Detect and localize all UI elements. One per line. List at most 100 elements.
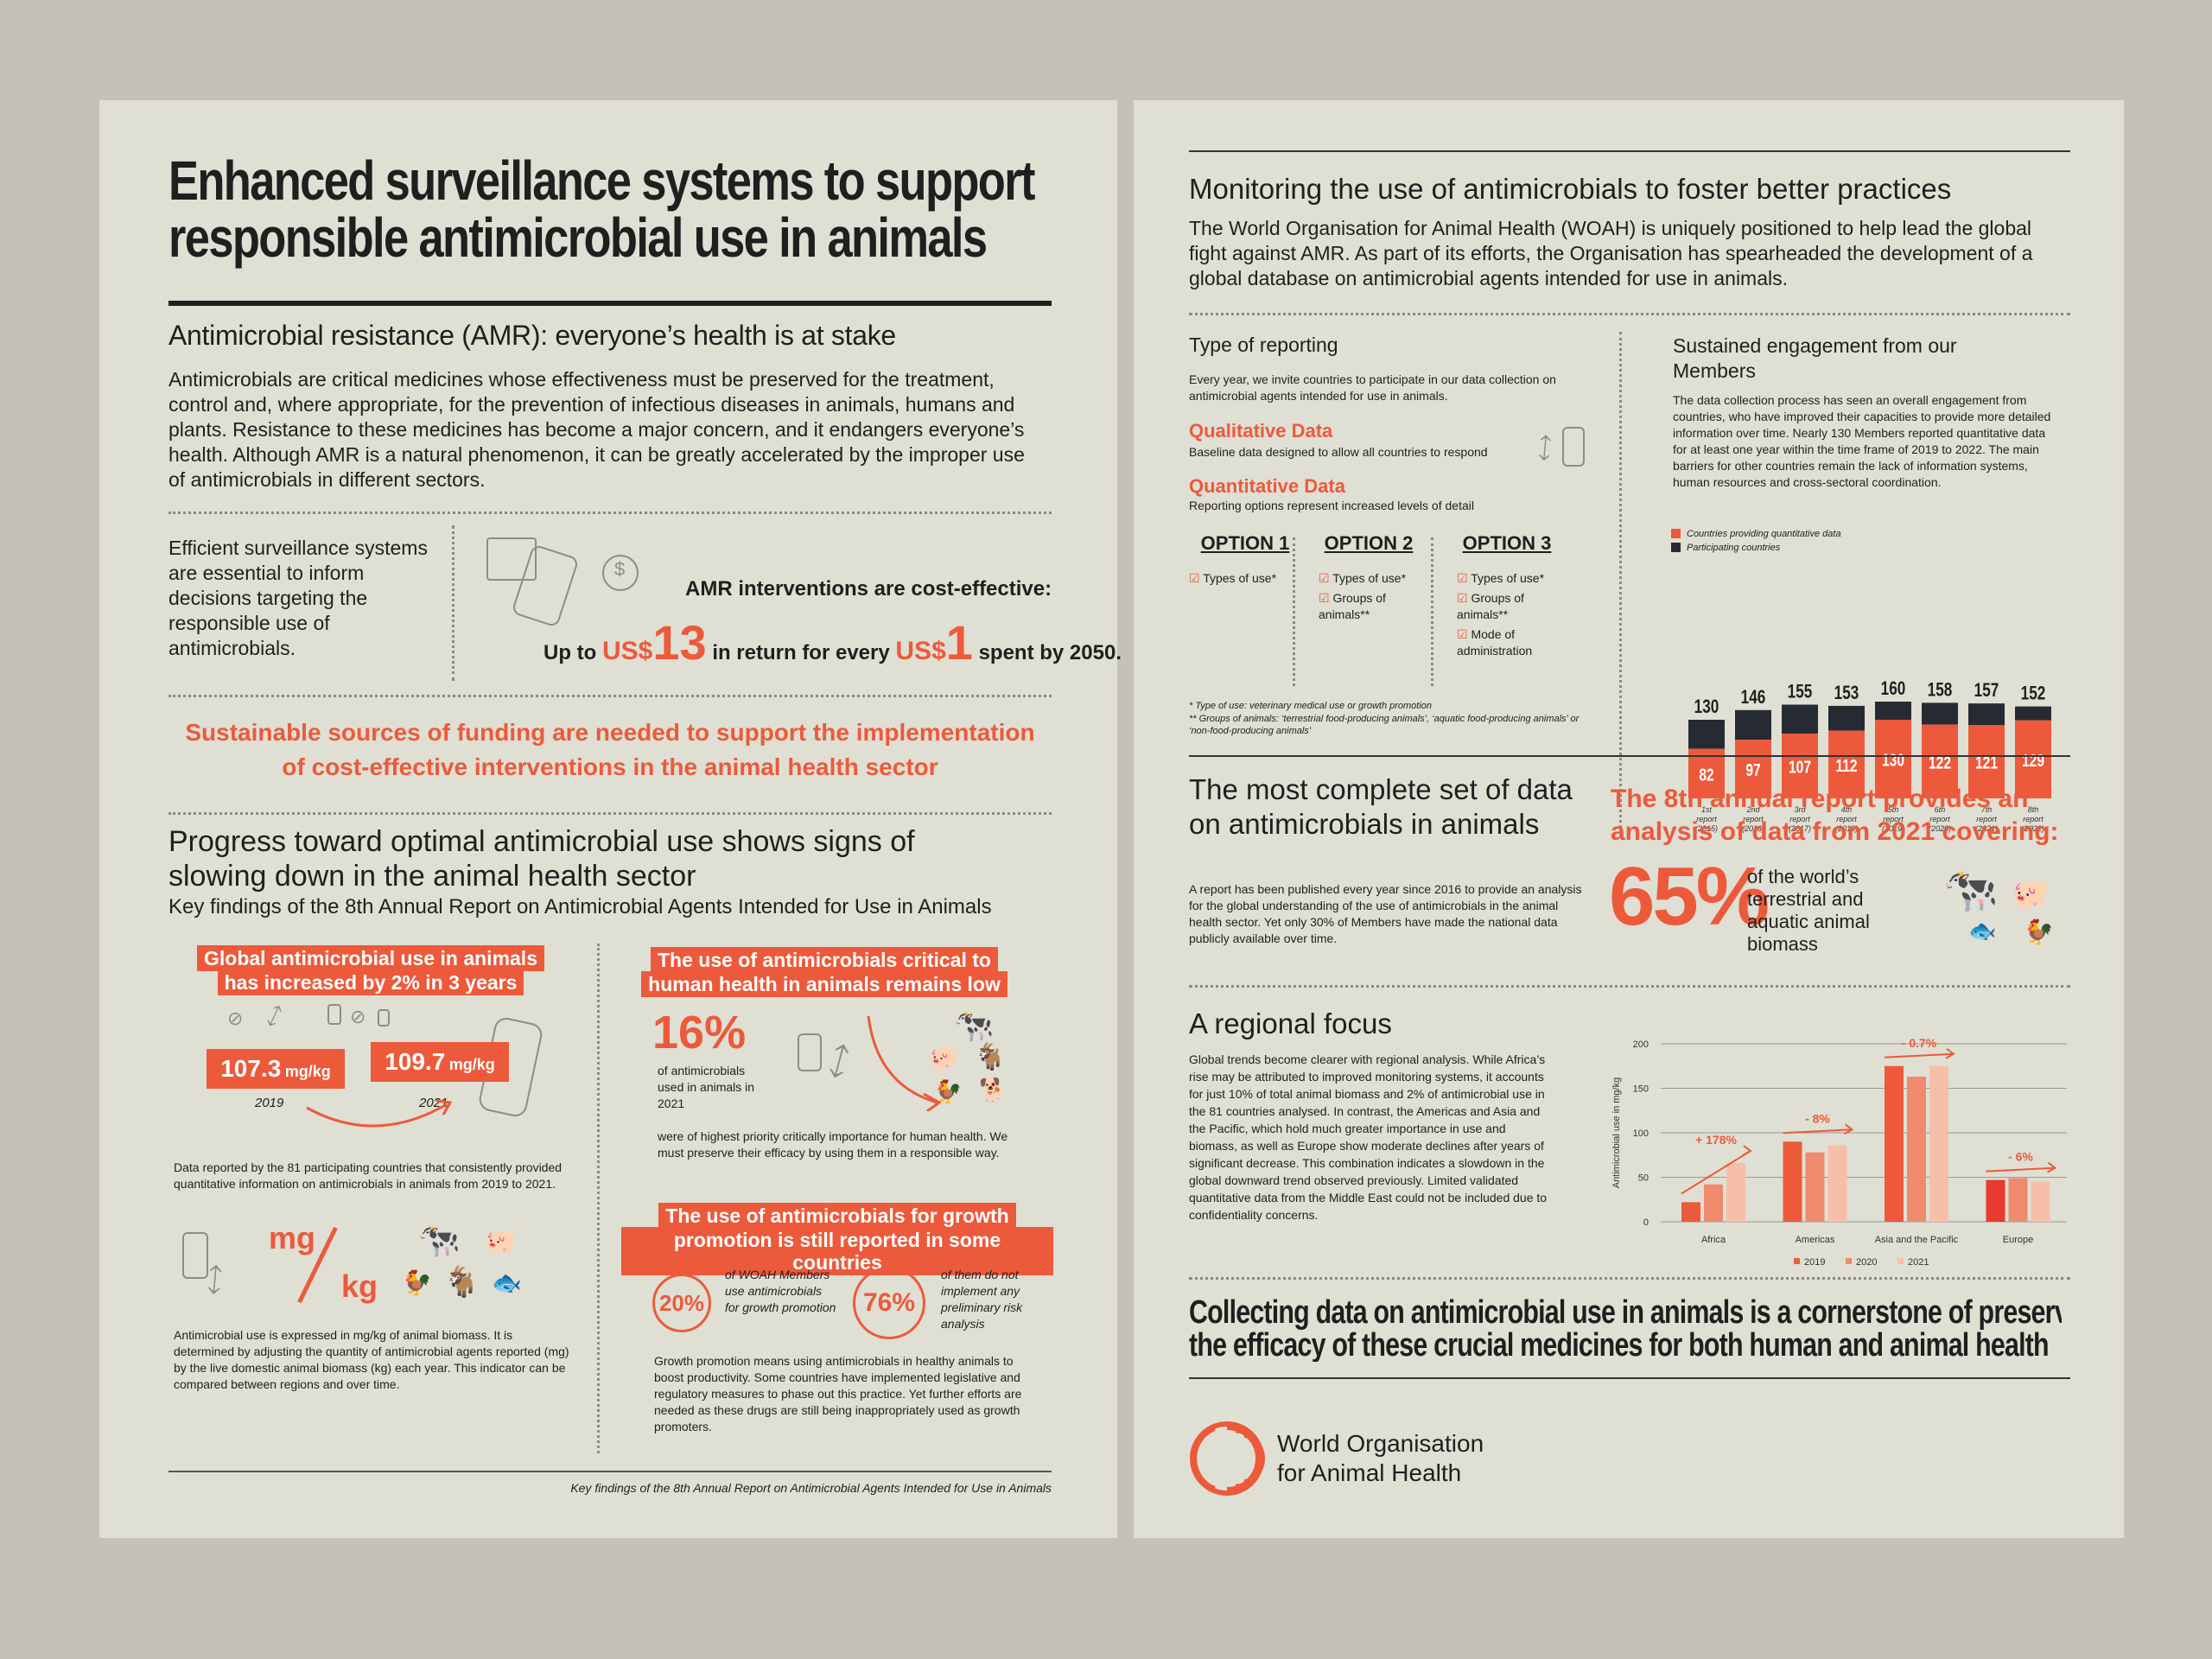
checkbox-icon: ☑ bbox=[1189, 571, 1200, 585]
legend-label: 2021 bbox=[1908, 1257, 1929, 1268]
mg-label: mg bbox=[269, 1220, 315, 1255]
cost-currency-1: US$ bbox=[601, 637, 653, 665]
category-label: report bbox=[1929, 815, 1950, 823]
progress-line-1: Progress toward optimal antimicrobial us… bbox=[168, 825, 915, 858]
syringe-icon: ⤢ bbox=[1527, 430, 1562, 466]
quant-label: 107 bbox=[1789, 758, 1811, 777]
bar-quantitative bbox=[1875, 720, 1911, 798]
goat-icon: 🐕 bbox=[979, 1077, 1007, 1103]
monitor-body: The World Organisation for Animal Health… bbox=[1189, 217, 2033, 289]
trend-annotation: - 0.7% bbox=[1902, 1036, 1937, 1050]
trend-arrowhead bbox=[1844, 1123, 1854, 1135]
y-tick-label: 150 bbox=[1633, 1084, 1649, 1095]
divider bbox=[1189, 1277, 2070, 1280]
unit-2019: mg/kg bbox=[284, 1063, 331, 1080]
quant-label: 122 bbox=[1929, 753, 1951, 772]
option-item: ☑ Groups of animals** bbox=[1319, 591, 1386, 621]
bar-participating bbox=[1688, 720, 1725, 749]
divider bbox=[168, 512, 1052, 514]
footer-rule bbox=[168, 1471, 1052, 1472]
funding-callout: Sustainable sources of funding are neede… bbox=[168, 715, 1052, 785]
total-label: 152 bbox=[2021, 683, 2046, 705]
quant-label: 112 bbox=[1835, 756, 1857, 775]
category-label: report bbox=[1789, 815, 1810, 823]
legend-swatch bbox=[1846, 1258, 1852, 1264]
option-item: ☑ Types of use* bbox=[1457, 571, 1545, 585]
quant-label: 121 bbox=[1975, 753, 1998, 772]
category-label: Americas bbox=[1796, 1235, 1835, 1245]
chart-legend: Countries providing quantitative data Par… bbox=[1671, 529, 1841, 553]
cow-icon: 🐄 bbox=[953, 1008, 995, 1045]
option-item: ☑ Types of use* bbox=[1189, 571, 1277, 585]
critical-percent-text: of antimicrobials used in animals in 202… bbox=[658, 1064, 755, 1110]
bottle-icon bbox=[182, 1232, 208, 1279]
woah-logo-icon bbox=[1190, 1421, 1265, 1496]
legend-swatch bbox=[1794, 1258, 1800, 1264]
bar-2019 bbox=[1885, 1065, 1904, 1222]
cow-icon: 🐄 bbox=[1942, 866, 1999, 916]
bottle-icon bbox=[327, 1004, 341, 1025]
bar-participating bbox=[1875, 702, 1911, 720]
cost-upto: Up to bbox=[543, 641, 597, 664]
logo-line-2: for Animal Health bbox=[1277, 1459, 1462, 1486]
bar-2020 bbox=[1907, 1077, 1926, 1222]
regional-chart: 0 50 100 150 200 Antimicrobial use in mg/kg A… bbox=[1611, 1036, 2067, 1268]
pig-icon: 🐖 bbox=[485, 1228, 518, 1256]
quant-label: 130 bbox=[1882, 751, 1904, 770]
option-item: ☑ Groups of animals** bbox=[1457, 591, 1524, 621]
title-rule bbox=[168, 301, 1052, 306]
y-axis-label: Antimicrobial use in mg/kg bbox=[1611, 1077, 1622, 1188]
category-label: 8th bbox=[2028, 805, 2039, 814]
y-tick-label: 0 bbox=[1643, 1217, 1649, 1228]
eighth-heading: The 8th annual report provides an analys… bbox=[1611, 785, 2059, 846]
bar-participating bbox=[1828, 705, 1865, 731]
sustained-heading: Sustained engagement from our Members bbox=[1673, 334, 1957, 382]
total-label: 153 bbox=[1834, 683, 1859, 704]
critical-line-2: human health in animals remains low bbox=[641, 971, 1007, 997]
category-label: 7th bbox=[1981, 805, 1993, 814]
category-label: (2020) bbox=[1929, 824, 1951, 833]
value-2019-box: 107.3 mg/kg bbox=[207, 1049, 345, 1089]
chicken-icon: 🐓 bbox=[402, 1269, 432, 1296]
category-label: 4th bbox=[1841, 805, 1853, 814]
bottle-icon bbox=[798, 1033, 822, 1071]
growth-label: The use of antimicrobials for growth pro… bbox=[621, 1203, 1053, 1275]
category-label: report bbox=[1976, 815, 1997, 823]
divider bbox=[1619, 332, 1622, 833]
growth-pct1: 20% bbox=[658, 1290, 705, 1316]
divider bbox=[597, 944, 600, 1453]
category-label: Africa bbox=[1701, 1235, 1726, 1245]
progress-heading: Progress toward optimal antimicrobial us… bbox=[168, 824, 1058, 893]
pill-icon: ⊘ bbox=[350, 1006, 366, 1027]
checkbox-icon: ☑ bbox=[1457, 571, 1468, 585]
option-title: OPTION 2 bbox=[1324, 532, 1414, 554]
fish-icon: 🐟 bbox=[1968, 918, 1997, 944]
left-page: Enhanced surveillance systems to support… bbox=[99, 100, 1122, 1538]
value-2021: 109.7 bbox=[385, 1048, 446, 1075]
pig-icon: 🐖 bbox=[929, 1045, 959, 1071]
trend-arrow bbox=[1783, 1128, 1853, 1135]
total-label: 130 bbox=[1694, 696, 1719, 718]
closing-line-2: the efficacy of these crucial medicines … bbox=[1189, 1327, 2050, 1362]
woah-logo-text: World Organisation for Animal Health bbox=[1277, 1429, 1484, 1488]
option-1: OPTION 1 ☑ Types of use* bbox=[1189, 532, 1319, 587]
total-label: 157 bbox=[1974, 680, 1999, 702]
bottom-rule bbox=[1189, 1377, 2070, 1379]
category-label: (2018) bbox=[1835, 824, 1858, 833]
bar-2019 bbox=[1783, 1141, 1802, 1222]
growth-pct1-text: of WOAH Members use antimicrobials for g… bbox=[725, 1268, 836, 1314]
checkbox-icon: ☑ bbox=[1319, 571, 1330, 585]
complete-body: A report has been published every year s… bbox=[1189, 882, 1582, 945]
legend-label: 2019 bbox=[1804, 1257, 1825, 1268]
kg-label: kg bbox=[341, 1268, 378, 1304]
trend-arrowhead bbox=[2047, 1161, 2057, 1173]
options-grid: OPTION 1 ☑ Types of use* OPTION 2 ☑ Type… bbox=[1189, 532, 1586, 791]
bar-quantitative bbox=[1828, 730, 1865, 798]
pill-icon: ⊘ bbox=[227, 1007, 244, 1029]
sustained-body: The data collection process has seen an … bbox=[1673, 393, 2051, 489]
y-tick-label: 100 bbox=[1633, 1128, 1649, 1139]
divider bbox=[168, 812, 1052, 815]
footnote-2: ** Groups of animals: ‘terrestrial food-… bbox=[1189, 714, 1580, 736]
category-label: 3rd bbox=[1794, 805, 1806, 814]
trend-arrow bbox=[1681, 1150, 1751, 1195]
